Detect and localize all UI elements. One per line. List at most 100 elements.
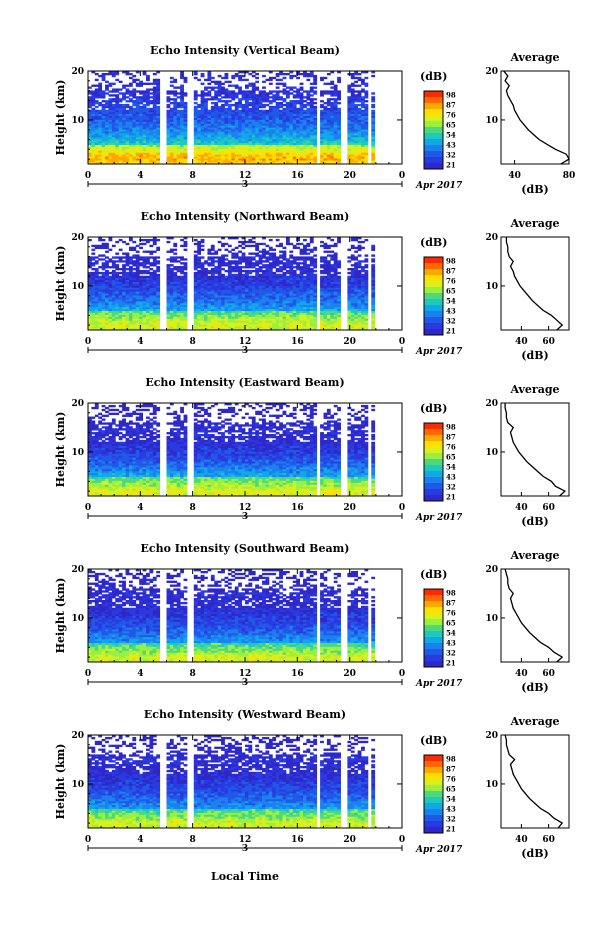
heatmap-cell — [98, 271, 103, 275]
heatmap-cell — [210, 133, 215, 136]
heatmap-cell — [128, 72, 133, 76]
heatmap-cell — [258, 94, 263, 97]
heatmap-cell — [146, 103, 150, 107]
heatmap-cell — [108, 123, 113, 126]
heatmap-cell — [245, 133, 249, 136]
heatmap-cell — [193, 283, 198, 286]
heatmap-cell — [217, 131, 222, 134]
heatmap-cell — [173, 103, 178, 107]
heatmap-cell — [115, 78, 120, 82]
heatmap-cell — [166, 269, 171, 273]
heatmap-cell — [111, 281, 116, 284]
heatmap-cell — [176, 125, 181, 128]
heatmap-cell — [279, 119, 283, 122]
heatmap-cell — [248, 131, 253, 134]
heatmap-cell — [207, 279, 212, 282]
heatmap-cell — [217, 256, 222, 259]
heatmap-cell — [255, 328, 260, 331]
heatmap-cell — [193, 256, 198, 259]
heatmap-cell — [272, 140, 277, 144]
heatmap-cell — [118, 260, 123, 263]
heatmap-cell — [245, 92, 249, 95]
heatmap-cell — [197, 123, 202, 126]
date-label: Apr 2017 — [415, 181, 463, 191]
heatmap-cell — [146, 281, 150, 284]
heatmap-cell — [94, 111, 99, 115]
heatmap-cell — [227, 291, 232, 294]
heatmap-cell — [207, 285, 212, 288]
heatmap-cell — [142, 260, 147, 263]
heatmap-cell — [234, 277, 239, 281]
heatmap-cell — [139, 277, 144, 281]
heatmap-cell — [115, 140, 120, 144]
heatmap-cell — [289, 88, 294, 91]
heatmap-cell — [173, 287, 178, 290]
heatmap-cell — [183, 295, 188, 298]
heatmap-cell — [330, 140, 335, 144]
heatmap-cell — [292, 140, 297, 144]
heatmap-cell — [132, 256, 137, 259]
heatmap-cell — [156, 133, 161, 136]
heatmap-cell — [309, 103, 314, 107]
heatmap-cell — [303, 140, 307, 144]
heatmap-cell — [156, 322, 161, 325]
heatmap-cell — [268, 109, 273, 113]
heatmap-cell — [139, 136, 144, 140]
heatmap-cell — [234, 148, 239, 151]
heatmap-cell — [183, 314, 188, 317]
heatmap-cell — [248, 134, 253, 138]
heatmap-cell — [282, 148, 287, 151]
heatmap-cell — [180, 103, 184, 107]
heatmap-cell — [210, 299, 215, 302]
heatmap-cell — [350, 103, 355, 107]
heatmap-cell — [210, 293, 215, 296]
heatmap-cell — [337, 107, 341, 111]
heatmap-cell — [115, 88, 120, 91]
heatmap-cell — [241, 148, 246, 151]
heatmap-cell — [128, 256, 133, 259]
heatmap-cell — [227, 111, 232, 115]
heatmap-cell — [166, 312, 171, 315]
heatmap-cell — [251, 144, 256, 147]
heatmap-cell — [210, 117, 215, 120]
heatmap-cell — [210, 252, 215, 255]
heatmap-cell — [180, 92, 184, 95]
heatmap-cell — [142, 262, 147, 265]
heatmap-cell — [91, 271, 96, 275]
heatmap-cell — [146, 285, 150, 288]
heatmap-cell — [241, 254, 246, 257]
heatmap-cell — [320, 140, 324, 144]
heatmap-cell — [282, 140, 287, 144]
heatmap-cell — [88, 285, 92, 288]
heatmap-cell — [231, 84, 236, 87]
heatmap-cell — [204, 109, 208, 113]
heatmap-cell — [210, 258, 215, 261]
heatmap-cell — [149, 140, 154, 144]
heatmap-cell — [251, 279, 256, 282]
heatmap-cell — [149, 324, 154, 327]
heatmap-cell — [268, 138, 273, 142]
heatmap-cell — [176, 260, 181, 263]
heatmap-cell — [262, 250, 266, 253]
heatmap-cell — [309, 113, 314, 116]
heatmap-cell — [282, 144, 287, 147]
heatmap-cell — [320, 152, 324, 155]
heatmap-cell — [313, 152, 318, 155]
heatmap-cell — [217, 86, 222, 89]
heatmap-cell — [204, 119, 208, 122]
heatmap-cell — [255, 260, 260, 263]
heatmap-cell — [169, 320, 174, 323]
heatmap-cell — [105, 102, 109, 105]
heatmap-cell — [176, 96, 181, 99]
heatmap-cell — [231, 283, 236, 286]
heatmap-cell — [262, 271, 266, 275]
heatmap-cell — [180, 266, 184, 269]
heatmap-cell — [118, 129, 123, 132]
heatmap-cell — [91, 107, 96, 111]
heatmap-cell — [262, 297, 266, 300]
heatmap-cell — [282, 107, 287, 111]
heatmap-cell — [204, 127, 208, 130]
heatmap-cell — [279, 123, 283, 126]
heatmap-cell — [180, 142, 184, 146]
heatmap-cell — [275, 98, 280, 101]
